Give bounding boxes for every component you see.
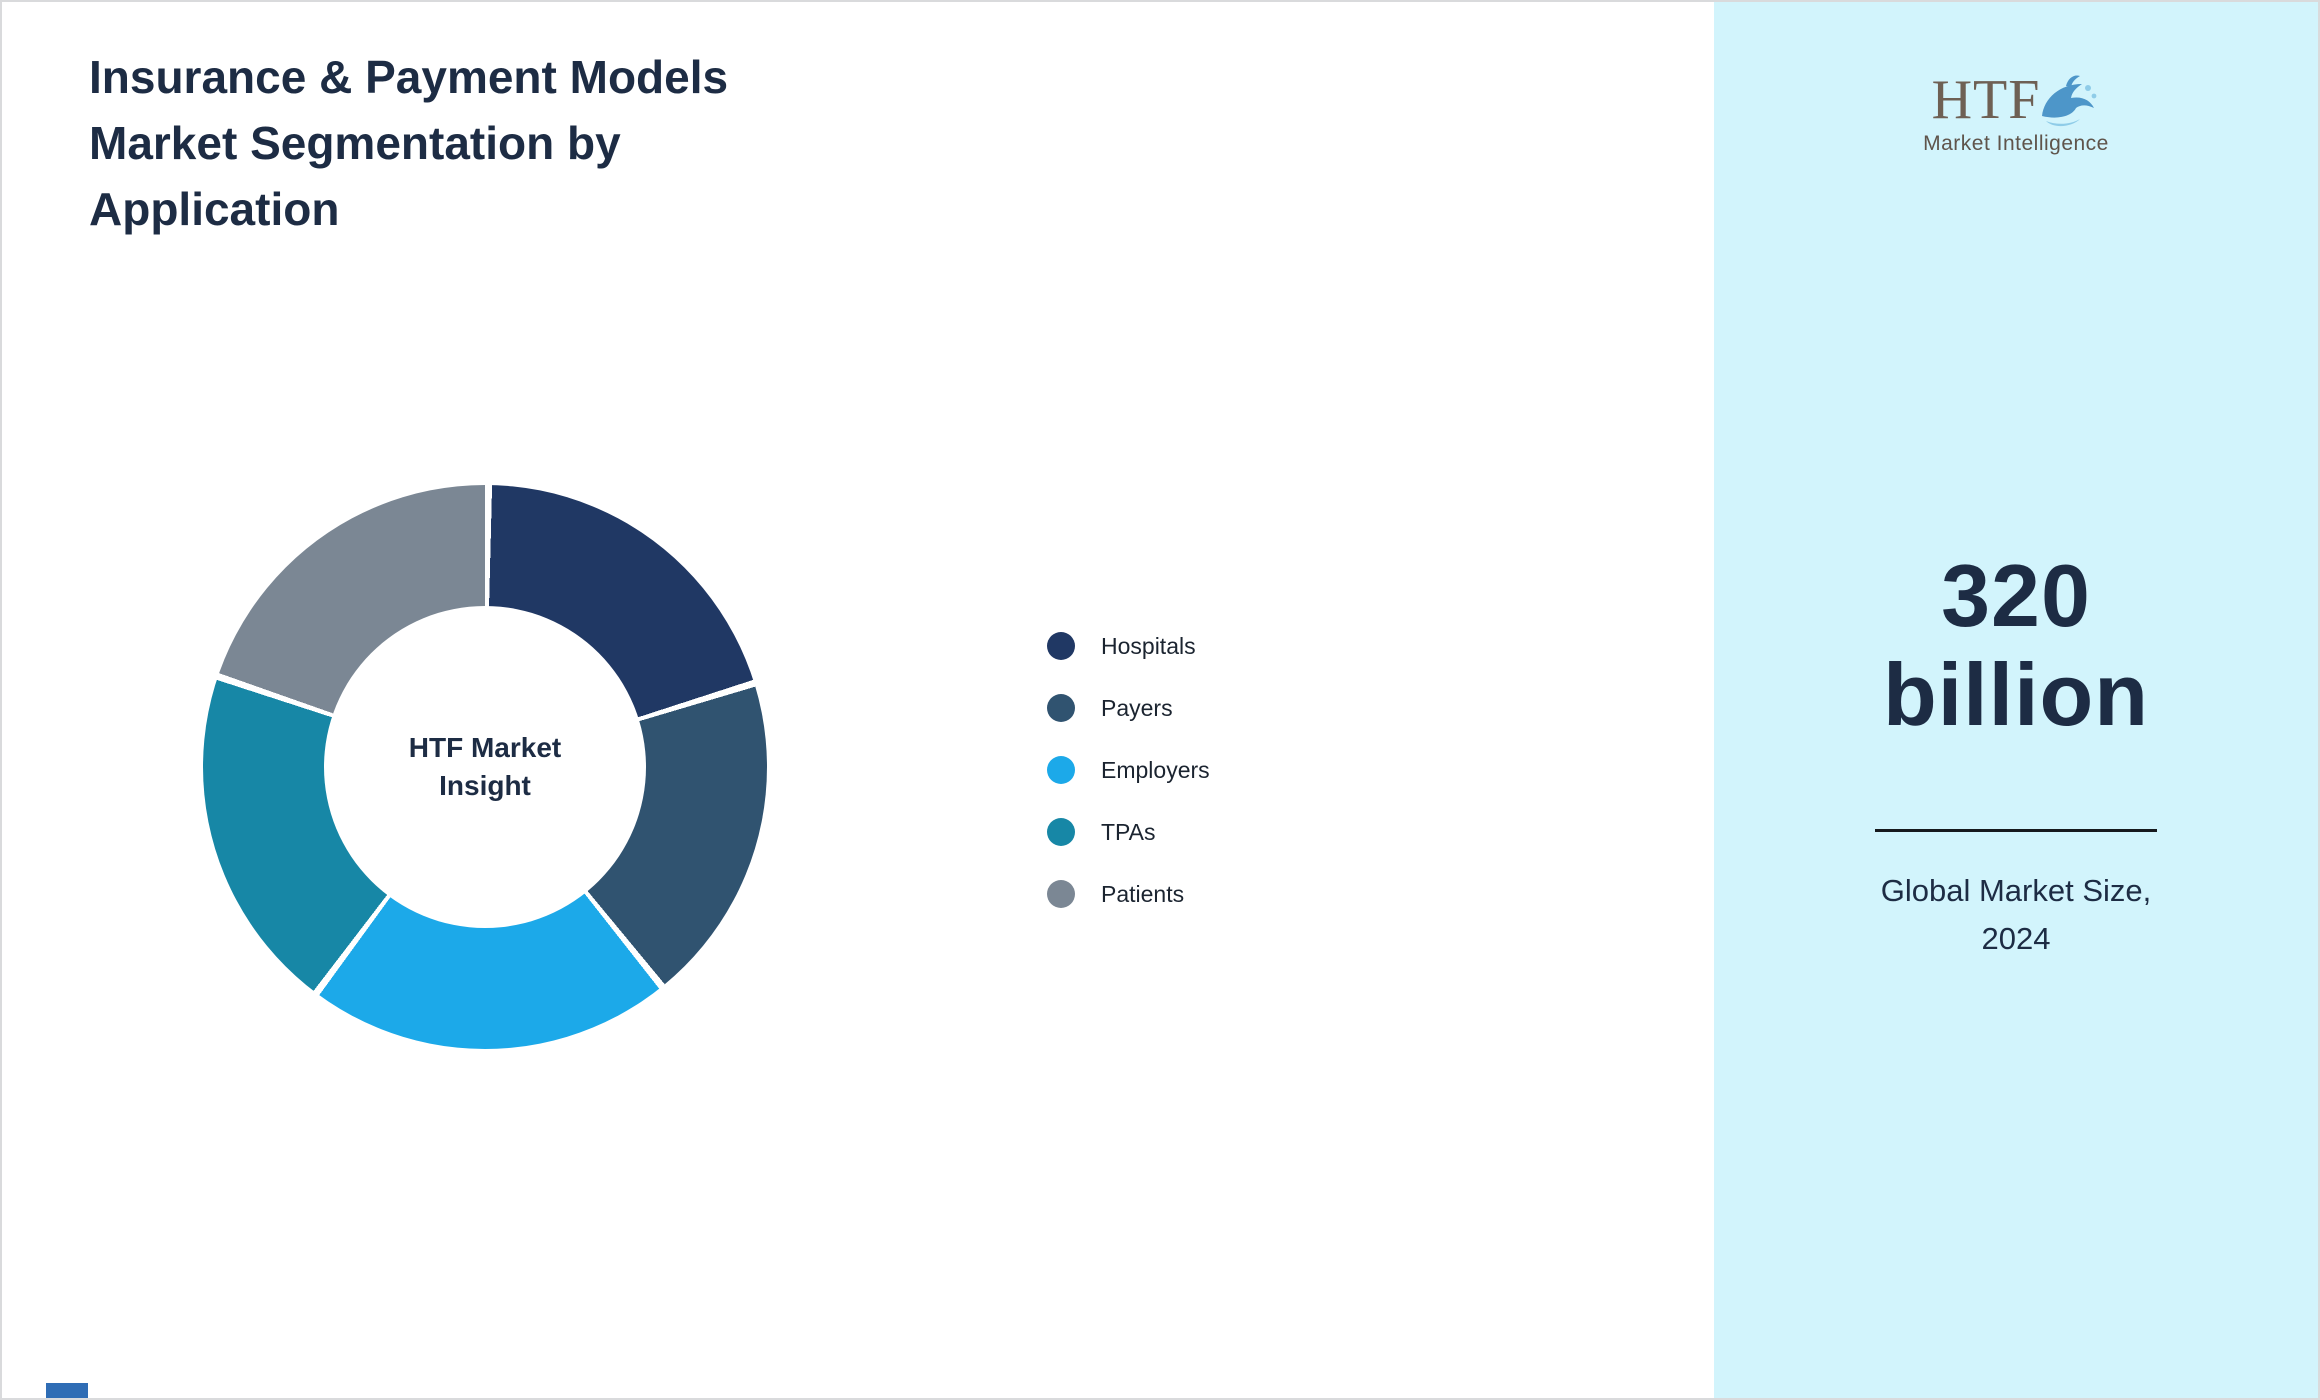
legend-label: TPAs xyxy=(1101,818,1156,845)
logo-row: HTF xyxy=(1932,72,2101,128)
legend-label: Hospitals xyxy=(1101,632,1196,659)
legend: Hospitals Payers Employers TPAs Patients xyxy=(1047,615,1210,925)
legend-label: Employers xyxy=(1101,756,1210,783)
logo-subtext: Market Intelligence xyxy=(1923,132,2109,155)
legend-dot-employers xyxy=(1047,756,1075,784)
legend-dot-hospitals xyxy=(1047,632,1075,660)
market-size-block: 320 billion Global Market Size, 2024 xyxy=(1714,546,2318,963)
market-size-caption: Global Market Size, 2024 xyxy=(1880,873,2152,957)
market-size-value: 320 billion xyxy=(1714,546,2318,744)
legend-dot-payers xyxy=(1047,694,1075,722)
title-line-3: Application xyxy=(89,183,340,235)
sidebar: HTF Market Intelligence 320 billion Glob… xyxy=(1714,2,2318,1398)
legend-dot-patients xyxy=(1047,880,1075,908)
legend-item-payers: Payers xyxy=(1047,677,1210,739)
center-label-line-2: Insight xyxy=(439,770,531,801)
value-number: 320 xyxy=(1941,546,2091,645)
divider-line xyxy=(1875,829,2157,833)
legend-label: Patients xyxy=(1101,880,1185,907)
legend-item-employers: Employers xyxy=(1047,739,1210,801)
center-label-line-1: HTF Market xyxy=(408,732,562,763)
legend-label: Payers xyxy=(1101,694,1173,721)
legend-dot-tpas xyxy=(1047,818,1075,846)
value-unit: billion xyxy=(1882,644,2150,744)
donut-center: HTF Market Insight xyxy=(324,606,646,928)
donut-center-label: HTF Market Insight xyxy=(409,729,561,805)
legend-item-patients: Patients xyxy=(1047,863,1210,925)
footer-accent-bar xyxy=(46,1383,88,1398)
dolphin-icon xyxy=(2042,75,2097,127)
logo-text: HTF xyxy=(1931,69,2041,131)
legend-item-hospitals: Hospitals xyxy=(1047,615,1210,677)
htf-logo: HTF Market Intelligence xyxy=(1714,72,2318,156)
donut-chart: HTF Market Insight xyxy=(203,485,767,1049)
page-title: Insurance & Payment Models Market Segmen… xyxy=(89,44,728,242)
title-line-2: Market Segmentation by xyxy=(89,117,621,169)
title-line-1: Insurance & Payment Models xyxy=(89,51,729,103)
legend-item-tpas: TPAs xyxy=(1047,801,1210,863)
